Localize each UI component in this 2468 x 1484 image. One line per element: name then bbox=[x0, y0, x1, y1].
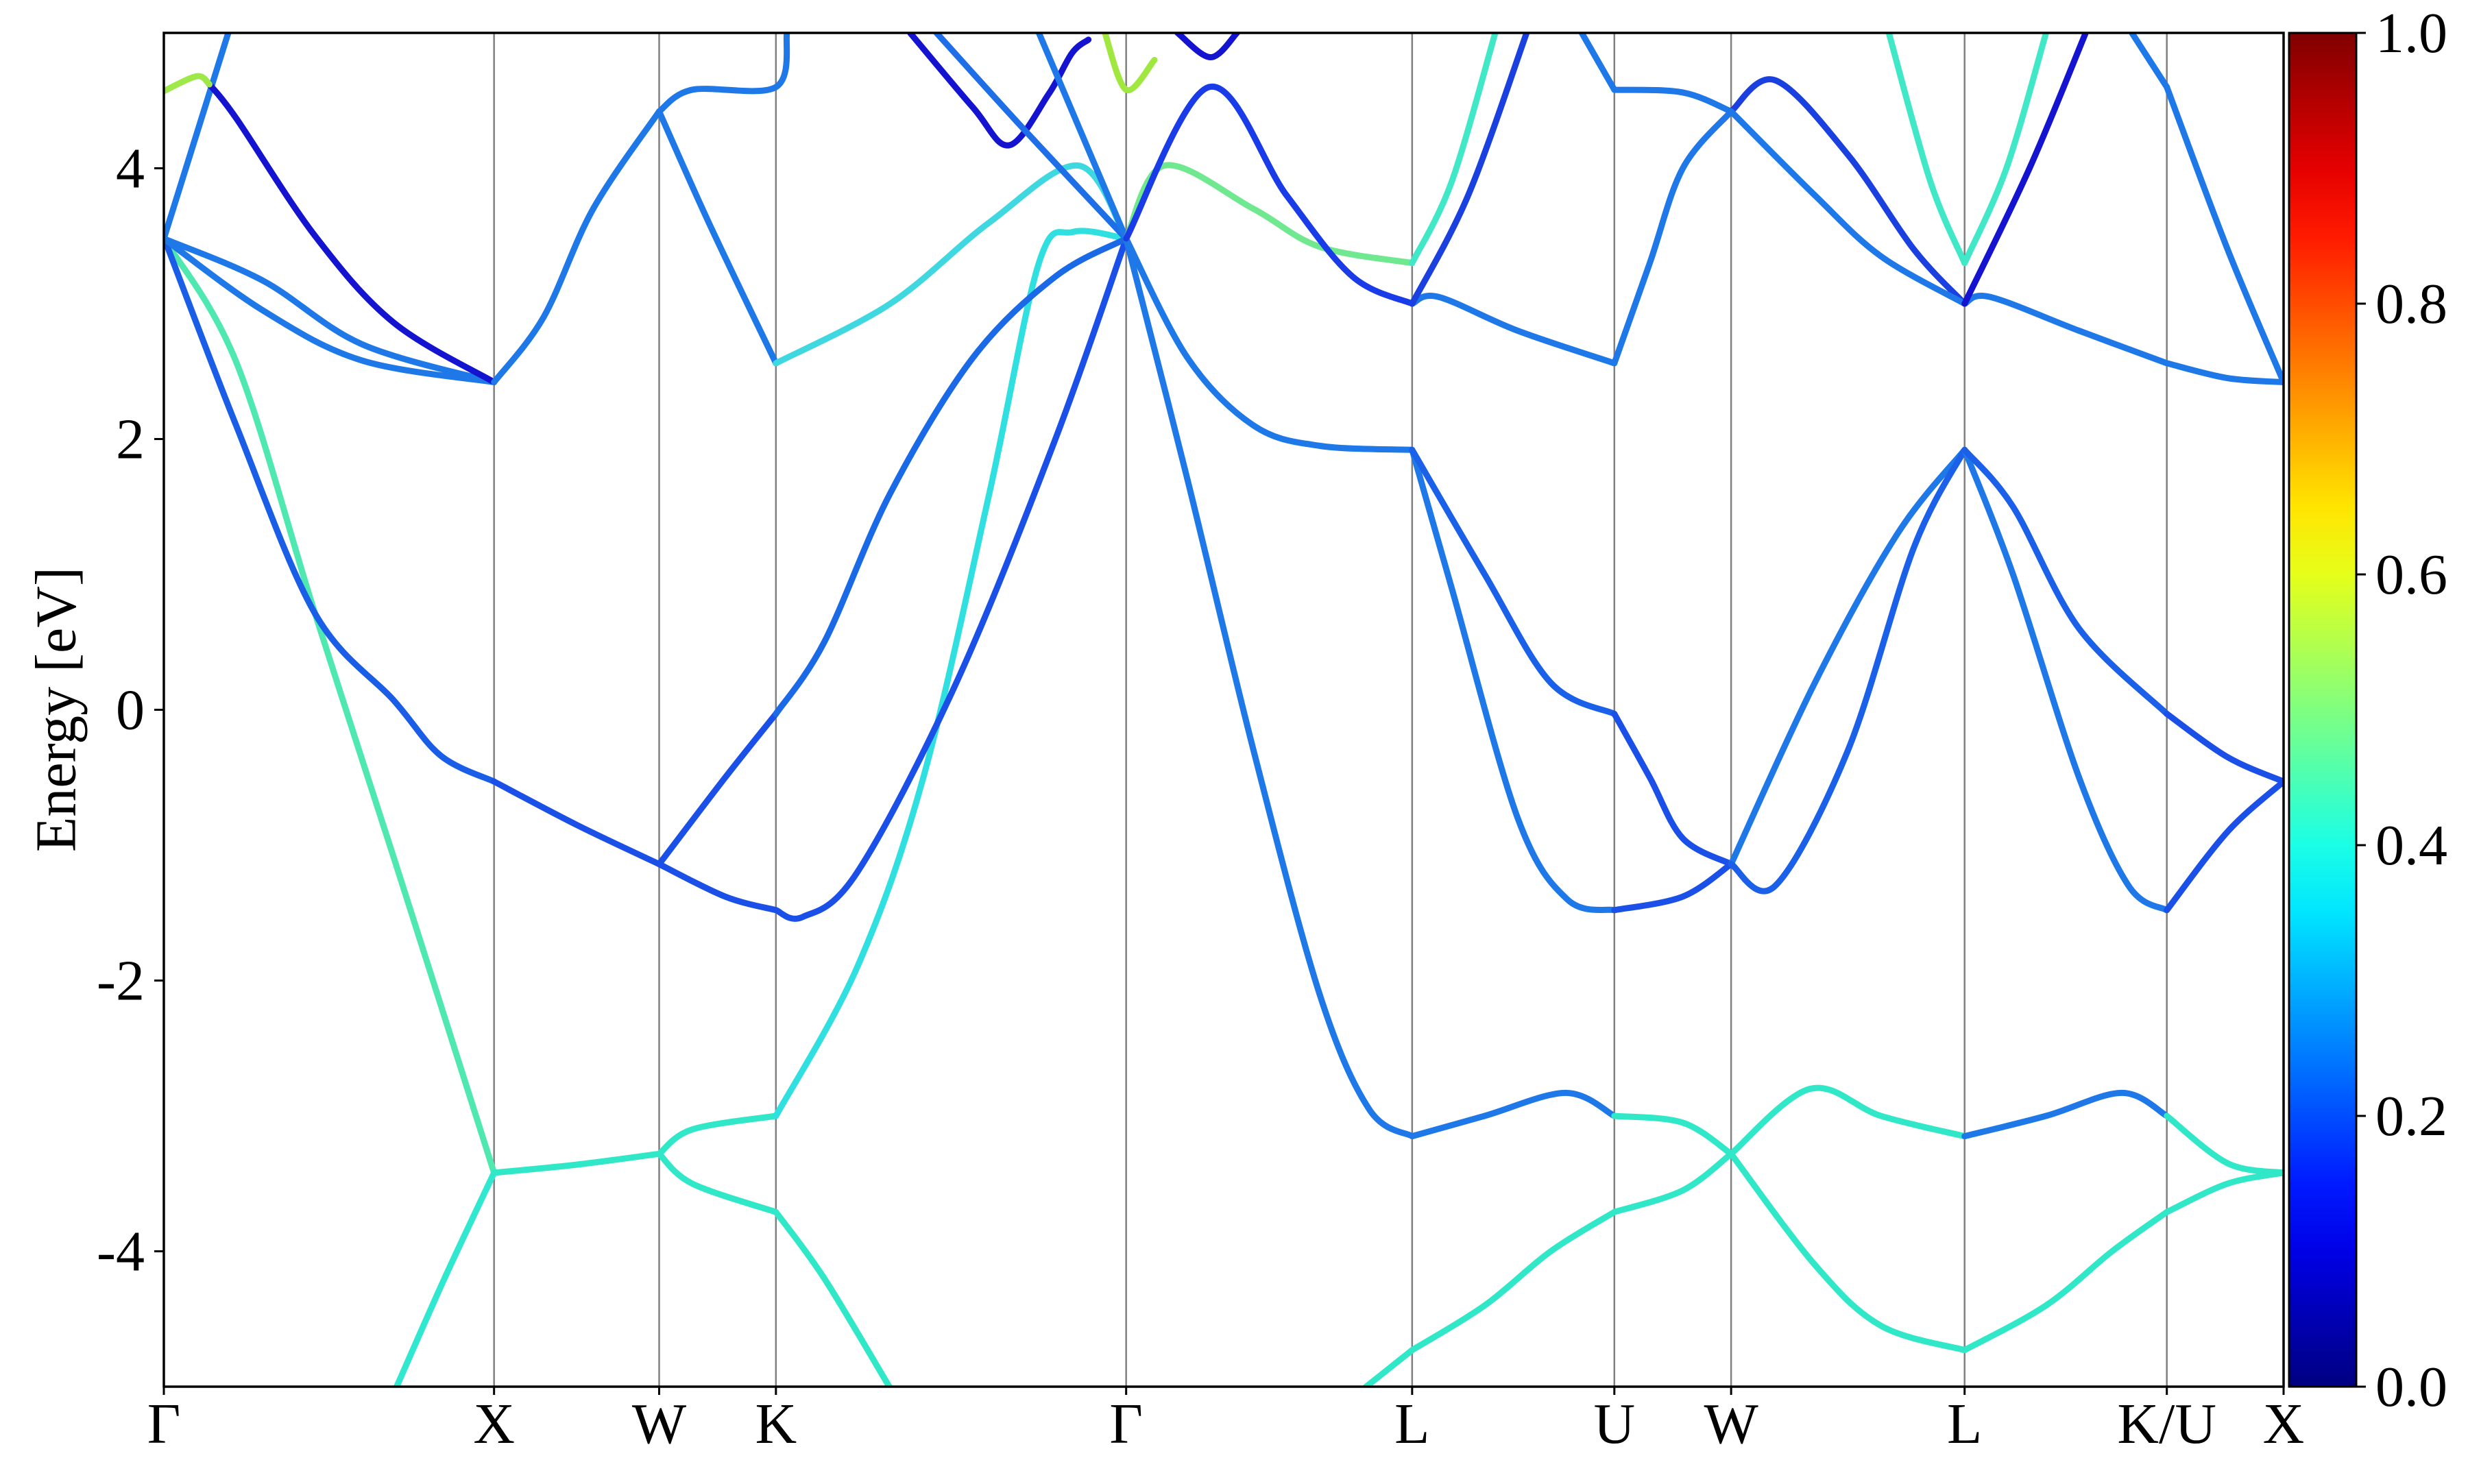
band-line bbox=[1961, 446, 2170, 717]
band-line bbox=[1728, 76, 1968, 307]
x-tick-label: U bbox=[1593, 1392, 1635, 1456]
band-line bbox=[491, 778, 662, 868]
band-line bbox=[1363, 1347, 1416, 1387]
band-line bbox=[655, 108, 779, 367]
band-line bbox=[1409, 446, 1618, 914]
band-line bbox=[491, 108, 662, 386]
y-tick-label: -4 bbox=[97, 1220, 145, 1284]
band-line bbox=[1409, 293, 1618, 367]
colorbar-tick-label: 0.2 bbox=[2375, 1084, 2447, 1148]
band-line bbox=[1409, 33, 1530, 307]
band-line bbox=[1611, 1112, 1734, 1157]
plot-frame bbox=[162, 32, 2285, 1388]
band-line bbox=[655, 861, 779, 914]
x-tick-label: L bbox=[1947, 1392, 1982, 1456]
band-line bbox=[2164, 360, 2284, 386]
band-line bbox=[164, 235, 498, 1176]
band-line bbox=[164, 235, 498, 386]
band-line bbox=[1728, 1150, 1968, 1354]
band-line bbox=[773, 228, 1130, 1119]
band-line bbox=[1961, 1208, 2170, 1354]
band-line bbox=[655, 710, 779, 868]
colorbar-tick-label: 0.6 bbox=[2375, 543, 2447, 607]
y-tick-label: 4 bbox=[116, 137, 145, 201]
x-tick-label: W bbox=[1704, 1392, 1758, 1456]
band-line bbox=[1123, 235, 1416, 453]
band-line bbox=[394, 1169, 498, 1387]
band-line bbox=[206, 81, 498, 386]
x-tick-label: K bbox=[755, 1392, 797, 1456]
band-line bbox=[2164, 710, 2284, 785]
band-line bbox=[1409, 446, 1618, 717]
x-tick-label: Γ bbox=[147, 1392, 181, 1456]
band-line bbox=[1961, 33, 2089, 307]
band-line bbox=[491, 1150, 662, 1176]
band-line bbox=[907, 33, 1092, 149]
band-line bbox=[1611, 861, 1734, 914]
y-tick-label: 2 bbox=[116, 408, 145, 472]
band-line bbox=[1885, 33, 1968, 267]
colorbar-tick-label: 0.8 bbox=[2375, 272, 2447, 336]
colorbar bbox=[2288, 32, 2358, 1388]
band-line bbox=[1102, 33, 1158, 93]
band-line bbox=[655, 1150, 779, 1215]
band-line bbox=[1123, 162, 1416, 267]
band-line bbox=[773, 162, 1130, 367]
bands bbox=[164, 33, 2284, 1387]
band-line bbox=[1728, 108, 1968, 307]
band-line bbox=[164, 73, 213, 95]
band-line bbox=[1961, 293, 2170, 367]
band-line bbox=[773, 235, 1130, 922]
band-line bbox=[1611, 710, 1734, 868]
band-line bbox=[2164, 1169, 2284, 1215]
band-line bbox=[1578, 33, 1618, 93]
band-line bbox=[1611, 1150, 1734, 1215]
band-line bbox=[1174, 33, 1240, 61]
band-line bbox=[164, 234, 498, 785]
band-line bbox=[1728, 1084, 1968, 1157]
band-line bbox=[1728, 446, 1968, 868]
x-tick-label: X bbox=[473, 1392, 515, 1456]
band-line bbox=[1961, 1089, 2170, 1140]
band-line bbox=[1961, 33, 2049, 267]
band-line bbox=[1123, 235, 1416, 1140]
band-line bbox=[164, 235, 498, 386]
y-tick-label: 0 bbox=[116, 679, 145, 742]
x-tick-label: W bbox=[632, 1392, 687, 1456]
band-line bbox=[1961, 446, 2170, 914]
band-line bbox=[2164, 1112, 2284, 1176]
band-line bbox=[1123, 84, 1416, 307]
colorbar-tick-label: 0.4 bbox=[2375, 814, 2447, 877]
band-line bbox=[1611, 86, 1734, 115]
band-line bbox=[2164, 778, 2284, 914]
colorbar-tick-label: 1.0 bbox=[2375, 1, 2447, 65]
band-line bbox=[773, 1208, 893, 1387]
band-line bbox=[2129, 33, 2170, 90]
band-line bbox=[655, 1112, 779, 1157]
x-tick-label: K/U bbox=[2117, 1392, 2216, 1456]
band-line bbox=[933, 33, 1130, 242]
colorbar-tick-label: 0.0 bbox=[2375, 1355, 2447, 1419]
y-tick-label: -2 bbox=[97, 949, 145, 1013]
band-line bbox=[1409, 1089, 1618, 1140]
x-tick-label: Γ bbox=[1109, 1392, 1143, 1456]
band-line bbox=[1035, 33, 1130, 242]
x-tick-label: L bbox=[1394, 1392, 1429, 1456]
band-line bbox=[1409, 33, 1499, 267]
x-tick-label: X bbox=[2263, 1392, 2305, 1456]
band-line bbox=[1409, 1208, 1618, 1354]
band-line bbox=[164, 33, 232, 242]
band-line bbox=[2164, 84, 2284, 386]
band-line bbox=[1728, 446, 1968, 895]
y-axis-label: Energy [eV] bbox=[24, 567, 88, 852]
band-line bbox=[1611, 108, 1734, 367]
band-line bbox=[655, 33, 790, 115]
band-line bbox=[773, 235, 1130, 717]
